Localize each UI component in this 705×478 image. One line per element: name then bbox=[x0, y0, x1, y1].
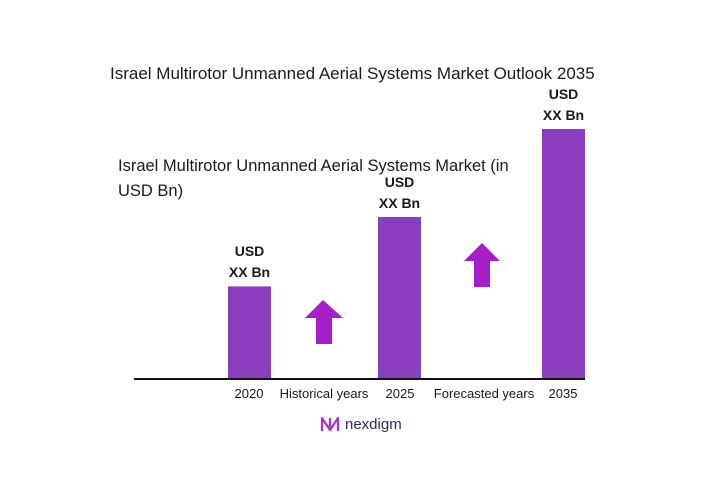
period-label-forecasted: Forecasted years bbox=[433, 386, 535, 401]
x-tick-2025: 2025 bbox=[385, 386, 415, 401]
value-label-2020: USD XX Bn bbox=[228, 243, 271, 281]
brand-name: nexdigm bbox=[345, 415, 402, 433]
chart-title: Israel Multirotor Unmanned Aerial System… bbox=[110, 64, 595, 83]
bar-2035 bbox=[542, 129, 585, 379]
value-label-2035: USD XX Bn bbox=[542, 86, 585, 123]
period-label-historical: Historical years bbox=[279, 386, 369, 401]
x-tick-2020: 2020 bbox=[234, 386, 264, 401]
up-arrow-icon bbox=[464, 243, 500, 287]
x-tick-2035: 2035 bbox=[548, 386, 578, 401]
nexdigm-logo-icon bbox=[320, 416, 340, 432]
chart-subtitle: Israel Multirotor Unmanned Aerial System… bbox=[118, 157, 509, 200]
bar-2020 bbox=[228, 286, 271, 379]
bar-2025 bbox=[378, 216, 421, 379]
value-label-2025: USD XX Bn bbox=[378, 173, 421, 211]
brand-logo: nexdigm bbox=[320, 415, 402, 433]
up-arrow-icon bbox=[305, 300, 343, 344]
